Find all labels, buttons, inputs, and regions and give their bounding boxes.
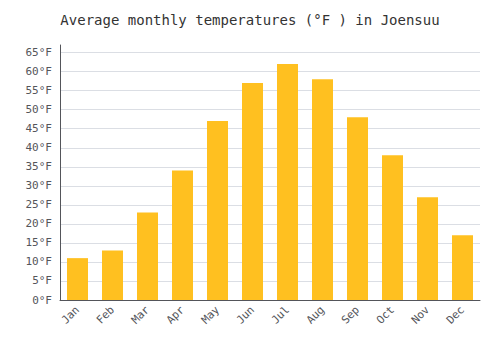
svg-text:55°F: 55°F: [26, 84, 53, 97]
svg-text:35°F: 35°F: [26, 160, 53, 173]
svg-text:Mar: Mar: [129, 303, 152, 326]
svg-text:Dec: Dec: [444, 303, 467, 326]
svg-text:30°F: 30°F: [26, 179, 53, 192]
svg-text:20°F: 20°F: [26, 217, 53, 230]
svg-text:Oct: Oct: [374, 303, 397, 326]
svg-text:15°F: 15°F: [26, 236, 53, 249]
svg-text:May: May: [199, 303, 222, 326]
svg-text:Nov: Nov: [409, 303, 432, 326]
svg-text:45°F: 45°F: [26, 122, 53, 135]
svg-text:40°F: 40°F: [26, 141, 53, 154]
svg-text:65°F: 65°F: [26, 46, 53, 59]
svg-text:Apr: Apr: [164, 303, 187, 326]
svg-text:Jul: Jul: [269, 303, 292, 326]
svg-text:Jan: Jan: [59, 303, 82, 326]
svg-text:Sep: Sep: [339, 303, 362, 326]
svg-text:Jun: Jun: [234, 303, 257, 326]
svg-text:Feb: Feb: [94, 303, 117, 326]
svg-text:10°F: 10°F: [26, 255, 53, 268]
svg-text:0°F: 0°F: [32, 294, 52, 307]
svg-text:60°F: 60°F: [26, 65, 53, 78]
svg-text:Average monthly temperatures (: Average monthly temperatures (°F ) in Jo…: [60, 12, 439, 28]
svg-text:5°F: 5°F: [32, 274, 52, 287]
svg-text:25°F: 25°F: [26, 198, 53, 211]
svg-text:Aug: Aug: [304, 303, 327, 326]
svg-text:50°F: 50°F: [26, 103, 53, 116]
